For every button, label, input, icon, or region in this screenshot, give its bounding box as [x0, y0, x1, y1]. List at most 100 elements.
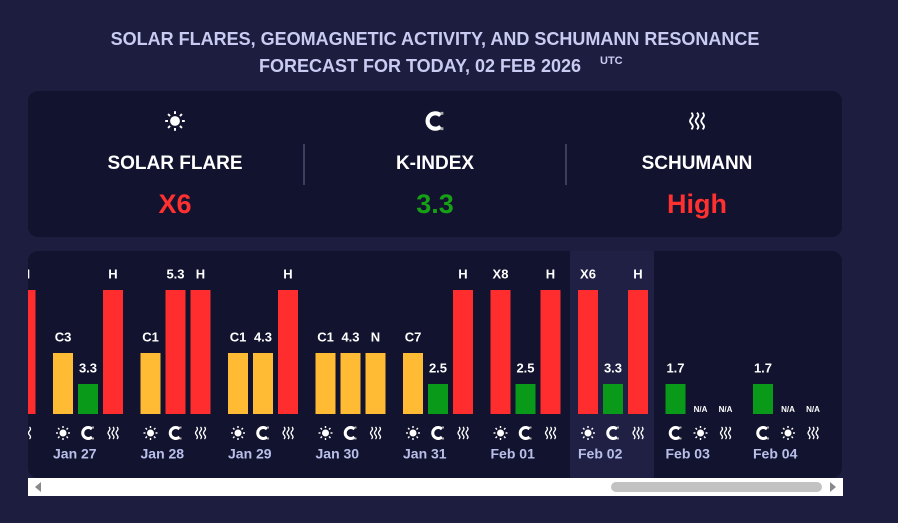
date-label: Feb 01 — [491, 446, 536, 462]
bar — [603, 384, 623, 414]
magnet-icon — [425, 111, 443, 131]
magnet-icon — [756, 426, 769, 440]
wave-icon — [286, 426, 290, 440]
icon — [81, 426, 94, 440]
sun-ray — [703, 427, 706, 430]
magnet-tip — [529, 426, 532, 440]
sun-ray — [703, 436, 706, 439]
date-label: Jan 31 — [403, 446, 447, 462]
bar-label: H — [458, 266, 467, 281]
magnet-icon — [81, 426, 94, 440]
bar-label: X8 — [493, 266, 509, 281]
sun-ray — [57, 436, 60, 439]
bar-label: N/A — [719, 405, 733, 414]
bar — [190, 290, 211, 414]
sun-icon — [784, 429, 792, 437]
metric-label: K-INDEX — [396, 153, 474, 174]
sun-ray — [791, 436, 794, 439]
wave-icon — [632, 426, 636, 440]
magnet-icon — [168, 426, 181, 440]
scroll-left[interactable] — [35, 482, 41, 492]
wave-icon — [689, 111, 694, 131]
magnet-tip — [267, 426, 269, 440]
bar — [753, 384, 773, 414]
wave-icon — [461, 426, 465, 440]
sun-ray — [320, 427, 323, 430]
icon — [343, 426, 357, 440]
sun-ray — [782, 436, 785, 439]
sun-ray — [503, 427, 506, 430]
wave-icon — [815, 426, 819, 440]
date-label: Jan 30 — [316, 446, 360, 462]
bar — [365, 353, 386, 414]
icon — [406, 426, 420, 440]
bar-label: X6 — [580, 266, 596, 281]
timezone: UTC — [600, 55, 623, 67]
wave-icon — [465, 426, 469, 440]
wave-icon — [377, 426, 382, 440]
icon — [168, 426, 182, 440]
bar-label: N/A — [694, 405, 708, 414]
sun-ray — [328, 436, 331, 439]
wave-icon — [28, 426, 32, 440]
sun-ray — [153, 427, 156, 430]
sun-ray — [495, 427, 498, 430]
subtitle: FORECAST FOR TODAY, 02 FEB 2026 — [259, 56, 581, 76]
sun-icon — [170, 116, 180, 126]
sun-ray — [591, 427, 594, 430]
icon — [719, 426, 732, 440]
wave-icon — [373, 426, 378, 440]
sun-ray — [145, 436, 148, 439]
bar-label: C7 — [405, 329, 422, 344]
scroll-right[interactable] — [830, 482, 836, 492]
bar-label: C1 — [230, 329, 247, 344]
bar-label: 4.3 — [254, 329, 272, 344]
date-label: Feb 04 — [753, 446, 798, 462]
bar-label: 5.3 — [166, 266, 184, 281]
sun-icon — [584, 429, 592, 437]
sun-ray — [179, 113, 183, 117]
sun-icon — [234, 429, 242, 437]
icon — [56, 426, 70, 440]
wave-icon — [694, 111, 700, 131]
wave-icon — [202, 426, 207, 440]
wave-icon — [198, 426, 203, 440]
sun-icon — [497, 429, 504, 437]
magnet-icon — [256, 426, 269, 440]
bar — [665, 384, 686, 414]
date-label: Jan 28 — [141, 446, 185, 462]
sun-ray — [503, 436, 506, 439]
sun-ray — [232, 436, 235, 439]
bar-label: 1.7 — [666, 360, 684, 375]
bar — [278, 290, 298, 414]
icon — [256, 426, 269, 440]
sun-icon — [409, 429, 417, 437]
sun-ray — [153, 436, 156, 439]
bar-label: 2.5 — [429, 360, 447, 375]
scroll-thumb[interactable] — [611, 482, 822, 492]
wave-icon — [115, 426, 119, 440]
bar-label: 2.5 — [516, 360, 534, 375]
wave-icon — [811, 426, 815, 440]
sun-ray — [782, 427, 785, 430]
icon — [518, 426, 532, 440]
sun-ray — [495, 436, 498, 439]
icon — [807, 426, 819, 440]
bar-label: N — [371, 329, 380, 344]
bar — [490, 290, 511, 414]
bar — [578, 290, 598, 414]
icon — [165, 111, 185, 131]
wave-icon — [290, 426, 294, 440]
bar — [540, 290, 561, 414]
bar-label: H — [108, 266, 117, 281]
bar-label: C1 — [142, 329, 159, 344]
magnet-icon — [606, 426, 619, 440]
wave-icon — [723, 426, 728, 440]
icon — [318, 426, 333, 440]
icon — [606, 426, 619, 440]
sun-ray — [179, 125, 183, 129]
wave-icon — [552, 426, 557, 440]
wave-icon — [369, 426, 374, 440]
sun-ray — [145, 427, 148, 430]
